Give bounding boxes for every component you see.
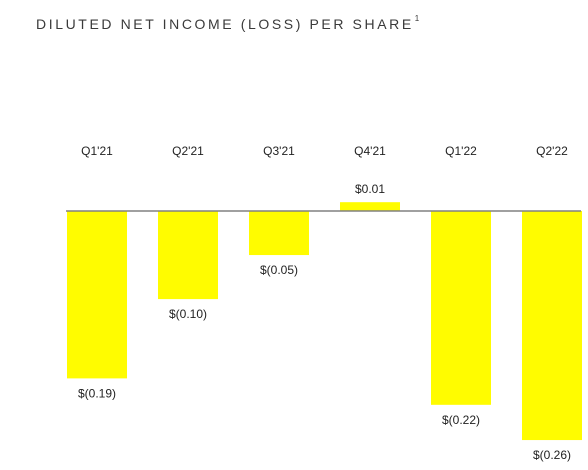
category-label: Q2'22 [536, 144, 568, 158]
value-label: $(0.10) [169, 307, 207, 321]
category-label: Q4'21 [354, 144, 386, 158]
bar [340, 202, 400, 211]
value-labels: $(0.19) $(0.10) $(0.05) $0.01 $(0.22) $(0.26) [78, 182, 571, 462]
bar [67, 211, 127, 379]
value-label: $0.01 [355, 182, 385, 196]
category-label: Q2'21 [172, 144, 204, 158]
value-label: $(0.26) [533, 448, 571, 462]
value-label: $(0.05) [260, 263, 298, 277]
bar [158, 211, 218, 300]
category-label: Q1'21 [81, 144, 113, 158]
chart-title-text: DILUTED NET INCOME (LOSS) PER SHARE [36, 16, 414, 32]
value-label: $(0.22) [442, 413, 480, 427]
bar [249, 211, 309, 256]
bars [67, 202, 582, 441]
category-label: Q1'22 [445, 144, 477, 158]
category-label: Q3'21 [263, 144, 295, 158]
category-labels: Q1'21 Q2'21 Q3'21 Q4'21 Q1'22 Q2'22 [81, 144, 568, 158]
bar [522, 211, 582, 441]
chart-title-footnote-marker: 1 [414, 14, 420, 23]
chart-title: DILUTED NET INCOME (LOSS) PER SHARE1 [36, 14, 420, 32]
bar [431, 211, 491, 405]
value-label: $(0.19) [78, 386, 116, 400]
